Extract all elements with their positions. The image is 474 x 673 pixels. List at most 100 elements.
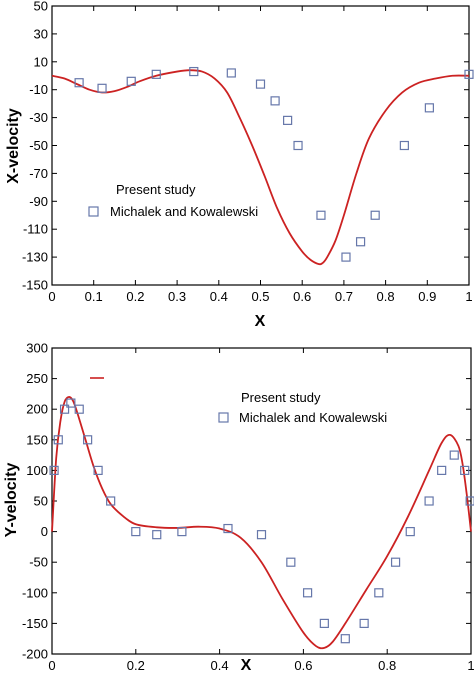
data-point-michalek	[405, 526, 415, 537]
legend-marker-michalek-top	[88, 206, 99, 217]
data-point-michalek	[74, 78, 84, 88]
y-tick-label: 30	[34, 26, 48, 41]
x-axis-label-bottom: X	[241, 657, 252, 673]
x-tick-label: 0.6	[294, 658, 312, 673]
data-point-michalek	[66, 398, 76, 408]
y-tick-label: -150	[22, 278, 48, 293]
x-axis-label-top: X	[255, 313, 266, 330]
data-point-michalek	[399, 140, 409, 151]
data-point-michalek	[340, 634, 350, 644]
y-tick-label: 100	[26, 463, 48, 478]
x-tick-label: 0.1	[85, 289, 103, 304]
x-tick-label: 0.4	[211, 658, 229, 673]
y-tick-label: 150	[26, 432, 48, 447]
x-tick-label: 0.9	[418, 289, 436, 304]
x-tick-label: 0.8	[378, 658, 396, 673]
y-axis-label-bottom: Y-velocity	[3, 463, 20, 538]
y-tick-label: 50	[34, 0, 48, 14]
chart-y-velocity: 300 250 200 150 100 50 0 -50 -100 -150 -200 0 0.2 0.…	[3, 341, 474, 673]
data-point-michalek	[283, 115, 293, 125]
y-axis-label-top: X-velocity	[5, 108, 22, 184]
legend-label-michalek-top: Michalek and Kowalewski	[110, 204, 258, 219]
x-tick-label: 0	[48, 289, 55, 304]
data-point-michalek	[460, 465, 470, 475]
data-point-michalek	[256, 530, 267, 540]
data-point-michalek	[293, 140, 303, 151]
y-tick-label: -30	[29, 110, 48, 125]
y-tick-label: 10	[34, 54, 48, 69]
x-tick-label: 0.2	[127, 658, 145, 673]
data-point-michalek	[152, 530, 162, 540]
y-tick-label: -100	[22, 585, 48, 600]
legend-label-present-study-top: Present study	[116, 182, 196, 197]
plot-frame-top	[51, 5, 470, 286]
y-tick-label: -130	[22, 250, 48, 265]
data-point-michalek	[449, 450, 459, 460]
x-tick-labels-top: 0 0.1 0.2 0.3 0.4 0.5 0.6 0.7 0.8 0.9 1	[48, 289, 472, 304]
x-tick-label: 0.7	[335, 289, 353, 304]
x-tick-label: 0.4	[210, 289, 228, 304]
x-tick-label: 0.5	[251, 289, 269, 304]
data-point-michalek	[255, 79, 266, 89]
data-point-michalek	[286, 557, 296, 567]
data-point-michalek	[465, 496, 474, 506]
y-tick-label: 250	[26, 371, 48, 386]
legend-marker-michalek-bottom	[218, 412, 229, 423]
data-point-michalek	[359, 618, 369, 629]
y-tick-label: -150	[22, 616, 48, 631]
data-point-michalek	[424, 496, 434, 506]
x-tick-label: 0	[48, 658, 55, 673]
y-tick-labels-bottom: 300 250 200 150 100 50 0 -50 -100 -150 -200	[22, 341, 48, 662]
data-point-michalek	[223, 523, 233, 534]
chart-x-velocity: 50 30 10 -10 -30 -50 -70 -90 -110 -130 -150 0 0.1 0.…	[5, 0, 474, 330]
axis-ticks-top	[51, 5, 470, 286]
y-tick-label: -70	[29, 166, 48, 181]
x-tick-label: 0.6	[293, 289, 311, 304]
legend-bottom: Present study Michalek and Kowalewski	[90, 377, 387, 425]
data-point-michalek	[319, 618, 329, 629]
legend-top: Present study Michalek and Kowalewski	[88, 182, 258, 219]
series-bottom	[49, 396, 474, 650]
x-tick-labels-bottom: 0 0.2 0.4 0.6 0.8 1	[48, 658, 474, 673]
x-tick-label: 1	[465, 289, 472, 304]
y-tick-label: -110	[23, 222, 48, 237]
y-tick-label: -50	[29, 555, 48, 570]
x-tick-label: 0.8	[377, 289, 395, 304]
y-tick-labels-top: 50 30 10 -10 -30 -50 -70 -90 -110 -130 -150	[22, 0, 48, 293]
y-tick-label: 0	[41, 524, 48, 539]
y-tick-label: 200	[26, 402, 48, 417]
data-point-michalek	[151, 69, 161, 79]
y-tick-label: -200	[22, 647, 48, 662]
y-tick-label: -90	[29, 194, 48, 209]
data-point-michalek	[355, 237, 366, 247]
data-point-michalek	[464, 69, 474, 79]
y-tick-label: -50	[29, 138, 48, 153]
series-line-present-study	[51, 396, 472, 650]
legend-label-present-study-bottom: Present study	[241, 390, 321, 405]
data-point-michalek	[189, 66, 199, 77]
data-point-michalek	[374, 588, 384, 598]
data-point-michalek	[49, 465, 59, 475]
data-point-michalek	[74, 404, 84, 414]
data-point-michalek	[226, 68, 236, 78]
x-tick-label: 0.2	[126, 289, 144, 304]
x-tick-label: 1	[467, 658, 474, 673]
data-point-michalek	[106, 496, 116, 506]
data-point-michalek	[370, 210, 380, 220]
data-point-michalek	[316, 210, 326, 220]
legend-label-michalek-bottom: Michalek and Kowalewski	[239, 410, 387, 425]
data-point-michalek	[341, 252, 351, 262]
data-point-michalek	[270, 96, 280, 106]
y-tick-label: 300	[26, 341, 48, 356]
data-point-michalek	[59, 404, 70, 414]
data-point-michalek	[53, 435, 63, 445]
data-point-michalek	[126, 76, 136, 86]
y-tick-label: 50	[34, 494, 48, 509]
data-point-michalek	[302, 588, 313, 598]
x-tick-label: 0.3	[168, 289, 186, 304]
series-line-present-study	[51, 69, 470, 266]
data-point-michalek	[131, 526, 141, 537]
data-point-michalek	[390, 557, 401, 567]
data-point-michalek	[437, 465, 447, 475]
